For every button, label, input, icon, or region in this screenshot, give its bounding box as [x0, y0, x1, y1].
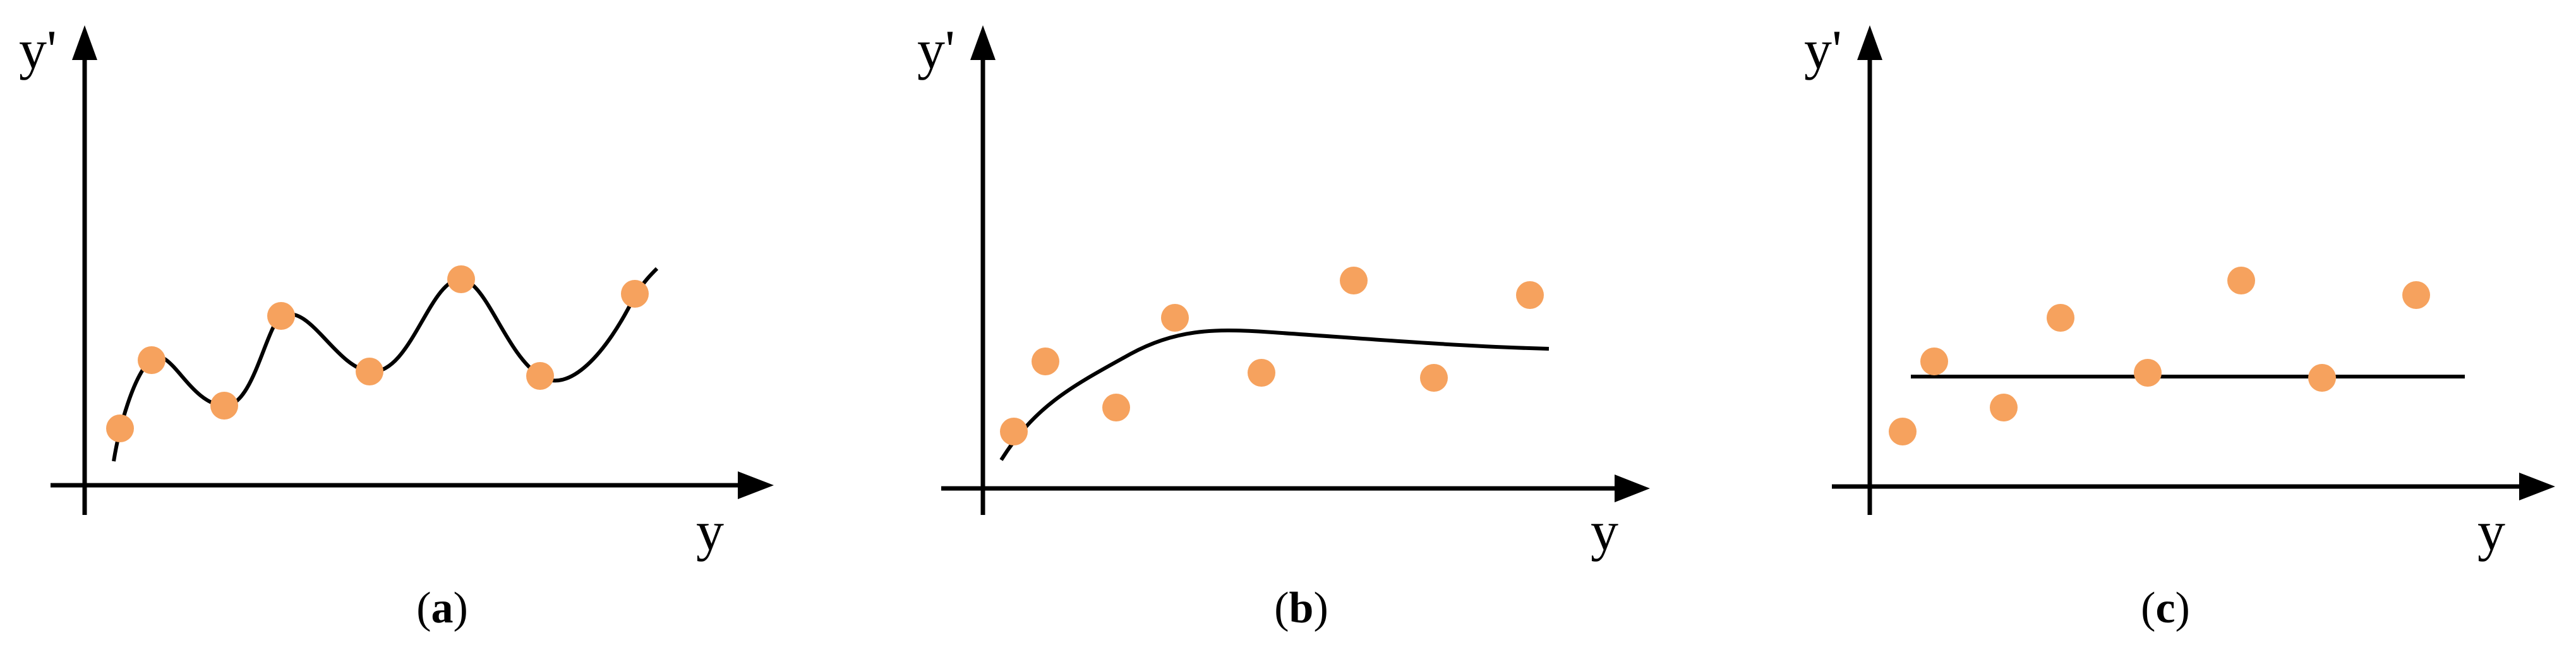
- panel-c-y-axis-arrowhead: [1857, 25, 1882, 60]
- panel-c-data-point: [2308, 364, 2336, 392]
- panel-a-data-point: [210, 392, 238, 420]
- panel-b-y-axis-label: y': [917, 20, 955, 81]
- panel-b-caption: (b): [1274, 584, 1328, 632]
- panel-b-data-point: [1102, 394, 1130, 421]
- panel-c-caption-open: (: [2141, 584, 2155, 632]
- panel-b-data-point: [1161, 304, 1189, 332]
- panel-c-data-points: [1889, 267, 2430, 445]
- panel-a-x-axis-label: y: [696, 501, 724, 562]
- panel-b-data-point: [1000, 418, 1028, 445]
- panel-a-data-point: [106, 414, 134, 442]
- panel-b-y-axis-arrowhead: [970, 25, 996, 60]
- panel-c-axes: [1832, 25, 2555, 515]
- panel-a-caption-close: ): [454, 584, 468, 632]
- panel-a: y' y (a): [19, 20, 774, 632]
- panel-c-caption: (c): [2141, 584, 2190, 632]
- panel-a-data-point: [138, 346, 166, 374]
- panel-c-data-point: [2402, 281, 2430, 309]
- panel-c-caption-letter: c: [2155, 584, 2175, 632]
- panel-b-caption-close: ): [1313, 584, 1328, 632]
- panel-a-data-point: [267, 302, 295, 330]
- panel-b-axes: [941, 25, 1650, 515]
- panel-c-data-point: [2134, 359, 2162, 387]
- panel-c-x-axis-arrowhead: [2519, 473, 2555, 500]
- panel-a-x-axis-arrowhead: [738, 471, 774, 499]
- panel-a-y-axis-arrowhead: [72, 25, 97, 60]
- panel-a-caption: (a): [416, 584, 468, 632]
- panel-c-data-point: [2047, 304, 2074, 332]
- panel-b-x-axis-label: y: [1591, 501, 1618, 562]
- panel-b: y' y (b): [917, 20, 1650, 632]
- panel-c-data-point: [1889, 418, 1917, 445]
- panel-a-y-axis-label: y': [19, 20, 57, 81]
- panel-b-data-point: [1516, 281, 1544, 309]
- panel-b-data-point: [1340, 267, 1368, 294]
- panel-b-data-points: [1000, 267, 1544, 445]
- panel-b-caption-open: (: [1274, 584, 1289, 632]
- panel-a-caption-letter: a: [431, 584, 454, 632]
- panel-a-data-point: [526, 362, 554, 390]
- panel-a-caption-open: (: [416, 584, 431, 632]
- panel-c: y' y (c): [1804, 20, 2555, 632]
- panel-a-fit-curve: [112, 267, 659, 462]
- panel-c-data-point: [1990, 394, 2018, 421]
- panel-a-data-points: [106, 265, 649, 442]
- panel-c-data-point: [2227, 267, 2255, 294]
- panel-c-data-point: [1920, 348, 1948, 375]
- panel-b-fit-curve: [999, 329, 1550, 461]
- panel-a-axes: [51, 25, 774, 515]
- panel-c-x-axis-label: y: [2477, 501, 2505, 562]
- panel-a-data-point: [356, 358, 383, 385]
- panel-a-data-point: [447, 265, 475, 293]
- panel-b-caption-letter: b: [1289, 584, 1314, 632]
- panel-b-x-axis-arrowhead: [1615, 475, 1650, 502]
- panel-b-data-point: [1248, 359, 1275, 387]
- panel-c-y-axis-label: y': [1804, 20, 1842, 81]
- panel-b-data-point: [1032, 348, 1059, 375]
- panel-b-data-point: [1420, 364, 1448, 392]
- panel-a-data-point: [621, 280, 649, 308]
- panel-c-caption-close: ): [2176, 584, 2190, 632]
